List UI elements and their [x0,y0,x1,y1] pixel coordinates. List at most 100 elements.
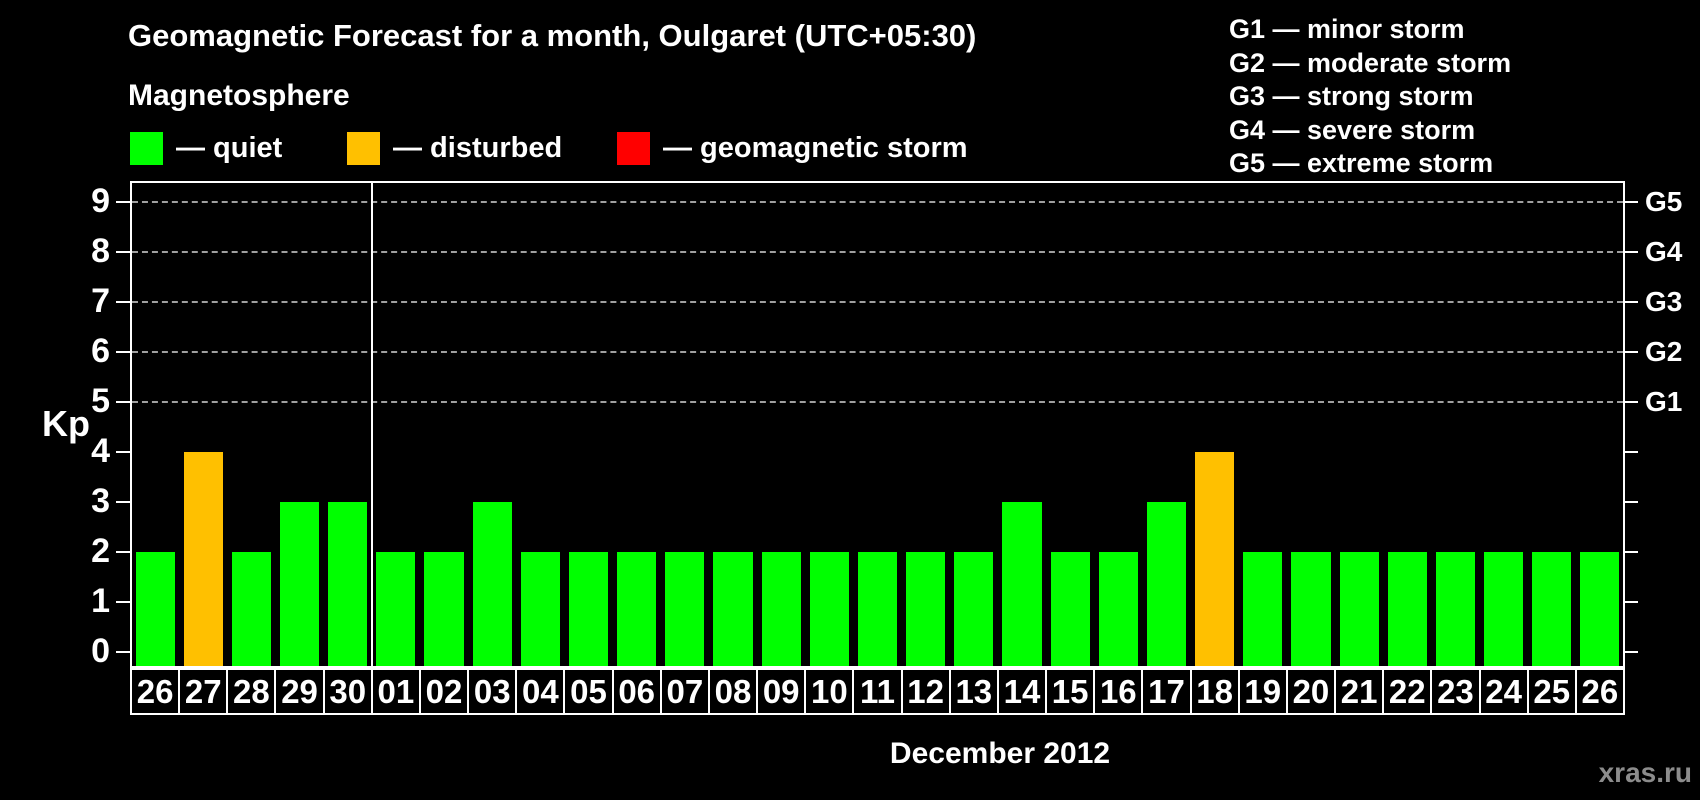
magnetosphere-subtitle: Magnetosphere [128,79,350,112]
y-tick-right [1625,551,1638,553]
bar-day-10 [809,552,849,666]
day-cell-10: 10 [804,668,855,715]
bar-day-28 [231,552,271,666]
right-axis-label-g3: G3 [1645,286,1683,317]
y-tick-left [116,551,130,553]
day-cell-22: 22 [1382,668,1433,715]
bar-day-26 [135,552,175,666]
bar-day-14 [1002,502,1042,666]
y-tick-label: 7 [91,282,110,320]
day-cell-23: 23 [1430,668,1481,715]
day-cell-30: 30 [322,668,373,715]
bar-day-01 [376,552,416,666]
legend-label-disturbed: — disturbed [393,132,563,164]
y-tick-left [116,451,130,453]
bar-day-11 [857,552,898,666]
bar-day-17 [1146,502,1187,666]
bar-day-22 [1387,552,1427,666]
bar-day-02 [424,552,464,666]
y-tick-label: 5 [91,382,110,420]
bar-day-20 [1291,552,1331,666]
y-tick-right [1625,301,1638,303]
day-cell-28: 28 [226,668,277,715]
day-cell-14: 14 [996,668,1048,715]
legend-item-disturbed: — disturbed [347,131,562,166]
legend-item-storm: — geomagnetic storm [617,131,968,166]
day-cell-26: 26 [130,668,181,715]
disturbed-color-swatch [347,132,380,165]
y-tick-left [116,651,130,653]
bar-day-18 [1195,452,1235,666]
day-cell-18: 18 [1189,668,1240,715]
bar-day-25 [1532,552,1572,666]
y-tick-right [1625,251,1638,253]
x-axis-label-month: December 2012 [889,737,1111,770]
day-cell-29: 29 [274,668,325,715]
y-tick-right [1625,601,1638,603]
y-tick-left [116,501,130,503]
y-tick-label: 8 [91,232,110,270]
y-tick-label: 0 [91,632,110,670]
plot-area-border [130,181,1625,668]
bar-day-26 [1580,552,1620,666]
day-cell-21: 21 [1334,668,1385,715]
bar-day-27 [183,452,223,666]
day-cell-16: 16 [1093,668,1144,715]
y-tick-left [116,401,130,403]
watermark-xras: xras.ru [1598,757,1692,788]
y-tick-left [116,201,130,203]
storm-color-swatch [617,132,650,165]
day-cell-24: 24 [1478,668,1529,715]
bar-day-29 [279,502,320,666]
y-tick-right [1625,351,1638,353]
bar-day-16 [1098,552,1138,666]
bar-day-13 [954,552,994,666]
y-tick-right [1625,401,1638,403]
day-cell-13: 13 [948,668,999,715]
day-cell-04: 04 [515,668,566,715]
day-cell-06: 06 [611,668,662,715]
gridline-kp5 [132,401,1623,403]
bar-day-23 [1435,552,1475,666]
y-axis-label-kp: Kp [42,403,90,444]
bar-day-08 [713,552,753,666]
day-cell-12: 12 [900,668,951,715]
bar-day-12 [906,552,946,666]
month-separator-line [370,183,373,666]
bar-day-24 [1484,552,1524,666]
y-tick-left [116,601,130,603]
storm-scale-g1: G1 — minor storm [1229,14,1465,44]
day-cell-03: 03 [467,668,518,715]
day-cell-01: 01 [370,668,421,715]
legend-label-storm: — geomagnetic storm [663,132,968,164]
y-tick-label: 2 [91,532,110,570]
day-cell-26: 26 [1574,668,1625,715]
day-cell-27: 27 [178,668,229,715]
bar-day-03 [472,502,512,666]
y-tick-right [1625,501,1638,503]
right-axis-label-g2: G2 [1645,336,1683,367]
y-tick-left [116,301,130,303]
y-tick-label: 3 [91,482,110,520]
day-cell-09: 09 [756,668,807,715]
page-title: Geomagnetic Forecast for a month, Oulgar… [128,18,977,53]
day-cell-19: 19 [1237,668,1288,715]
day-cell-08: 08 [707,668,759,715]
bar-day-19 [1243,552,1283,666]
y-tick-label: 4 [91,432,110,470]
gridline-kp8 [132,251,1623,253]
y-tick-left [116,351,130,353]
y-tick-label: 6 [91,332,110,370]
bar-day-30 [328,502,368,666]
day-cell-05: 05 [563,668,614,715]
bar-day-21 [1339,552,1379,666]
right-axis-label-g4: G4 [1645,236,1683,267]
quiet-color-swatch [130,132,163,165]
y-tick-right [1625,451,1638,453]
storm-scale-legend: G1 — minor storm G2 — moderate storm G3 … [1229,13,1511,181]
y-tick-right [1625,651,1638,653]
day-cell-11: 11 [852,668,903,715]
day-cell-02: 02 [418,668,470,715]
day-cell-07: 07 [659,668,710,715]
